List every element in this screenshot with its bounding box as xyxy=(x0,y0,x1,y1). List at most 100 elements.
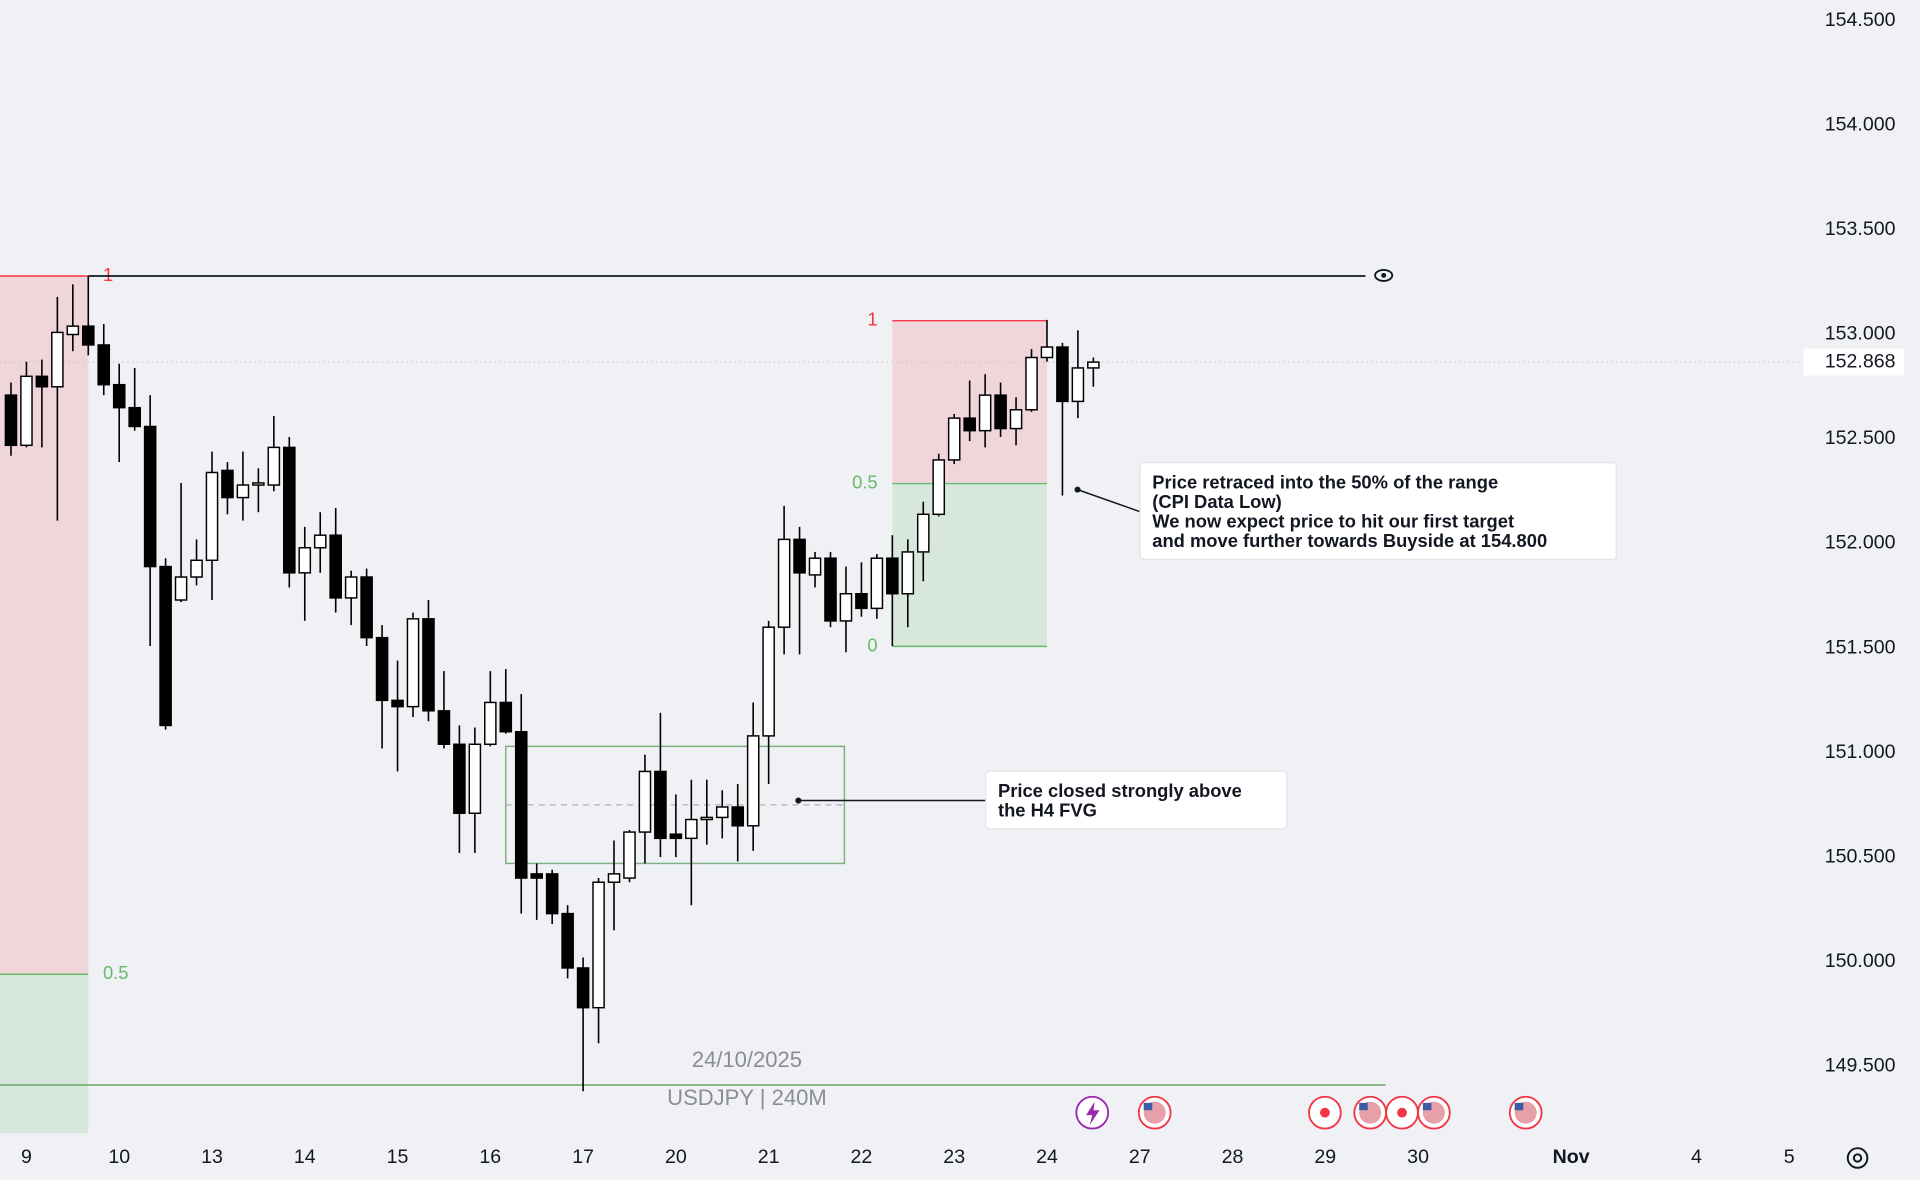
callout-text: (CPI Data Low) xyxy=(1152,491,1282,512)
candle-body xyxy=(623,831,636,879)
candle-body xyxy=(329,534,342,599)
candle-body xyxy=(1087,361,1100,369)
y-tick-label: 151.000 xyxy=(1825,741,1896,763)
x-tick-label: 17 xyxy=(572,1146,594,1168)
candle-body xyxy=(422,618,435,712)
y-tick-label: 153.000 xyxy=(1825,323,1896,345)
x-tick-label: 16 xyxy=(479,1146,501,1168)
y-tick-label: 154.500 xyxy=(1825,9,1896,31)
candle-body xyxy=(112,383,126,409)
candle-body xyxy=(576,967,590,1009)
candle-body xyxy=(391,699,404,708)
candle-body xyxy=(514,730,528,879)
candle-body xyxy=(808,557,822,576)
eye-icon[interactable] xyxy=(1374,268,1394,282)
price-label-box xyxy=(1803,348,1905,376)
candle-body xyxy=(499,701,513,733)
x-tick-label: 24 xyxy=(1036,1146,1058,1168)
x-tick-label: Nov xyxy=(1553,1146,1590,1168)
candle-body xyxy=(81,325,95,346)
callout-text: the H4 FVG xyxy=(998,799,1097,820)
event-icon[interactable] xyxy=(1075,1095,1110,1130)
candle-body xyxy=(592,881,605,1009)
event-icon[interactable] xyxy=(1353,1095,1388,1130)
candle-body xyxy=(654,770,667,840)
event-icon[interactable] xyxy=(1308,1095,1342,1130)
anchor-dot xyxy=(795,797,802,804)
candle-body xyxy=(236,484,250,499)
candle-body xyxy=(638,770,652,833)
candle-body xyxy=(886,557,899,595)
settings-icon[interactable] xyxy=(1846,1147,1869,1169)
x-tick-label: 10 xyxy=(108,1146,130,1168)
discount-zone xyxy=(0,974,89,1134)
candle-body xyxy=(221,469,234,499)
candle-body xyxy=(484,701,497,745)
candle-body xyxy=(252,482,265,486)
y-tick-label: 151.500 xyxy=(1825,636,1896,658)
candle-body xyxy=(174,576,188,601)
candle-body xyxy=(746,735,760,827)
candle-body xyxy=(932,459,946,516)
x-tick-label: 4 xyxy=(1691,1146,1702,1168)
candle-body xyxy=(545,873,559,915)
candle-body xyxy=(561,912,574,969)
x-tick-label: 21 xyxy=(758,1146,780,1168)
candle-body xyxy=(1009,409,1023,430)
candle-body xyxy=(731,806,745,827)
candle-body xyxy=(66,325,80,336)
candle-body xyxy=(700,816,714,821)
candle-body xyxy=(669,833,683,840)
candle-body xyxy=(901,551,915,595)
candle-body xyxy=(298,547,312,574)
candle-body xyxy=(824,557,837,622)
callout-box[interactable] xyxy=(1139,462,1617,561)
candle-body xyxy=(947,417,961,461)
y-tick-label: 150.500 xyxy=(1825,845,1896,867)
candle-body xyxy=(437,710,451,745)
fib-label: 1 xyxy=(867,309,877,330)
x-tick-label: 15 xyxy=(387,1146,409,1168)
candles xyxy=(4,275,1100,1092)
candle-body xyxy=(406,618,420,708)
candle-body xyxy=(963,417,976,432)
candle-body xyxy=(530,873,544,879)
drawings: 1 0.5 1 0.5 0 xyxy=(0,264,1800,1134)
candle-body xyxy=(4,394,18,447)
candle-body xyxy=(344,576,358,599)
candle-body xyxy=(375,636,389,702)
x-tick-label: 23 xyxy=(943,1146,965,1168)
fib-label: 0 xyxy=(867,634,877,655)
axes: 149.500 150.000 150.500 151.000 151.500 152.0… xyxy=(21,9,1905,1168)
candle-body xyxy=(51,331,64,388)
x-tick-label: 20 xyxy=(665,1146,687,1168)
callout-text: We now expect price to hit our first tar… xyxy=(1152,511,1514,532)
candle-body xyxy=(159,565,172,727)
candle-body xyxy=(360,576,373,639)
candle-body xyxy=(839,593,853,622)
x-tick-label: 14 xyxy=(294,1146,316,1168)
y-tick-label: 149.500 xyxy=(1825,1054,1896,1076)
x-tick-label: 9 xyxy=(21,1146,32,1168)
y-tick-label: 154.000 xyxy=(1825,114,1896,136)
candle-body xyxy=(468,743,482,814)
event-icon[interactable] xyxy=(1508,1095,1543,1130)
event-icon[interactable] xyxy=(1417,1095,1451,1130)
candle-body xyxy=(128,406,141,428)
symbol-watermark: USDJPY | 240M xyxy=(667,1085,827,1110)
callout-text: and move further towards Buyside at 154.… xyxy=(1152,530,1547,551)
y-tick-label: 152.000 xyxy=(1825,532,1896,554)
candle-body xyxy=(762,626,775,737)
candle-body xyxy=(793,538,806,574)
callout-box[interactable] xyxy=(985,770,1288,830)
event-icon[interactable] xyxy=(1137,1095,1172,1130)
candle-body xyxy=(1040,346,1054,359)
y-tick-label: 153.500 xyxy=(1825,218,1896,240)
event-icon[interactable] xyxy=(1385,1095,1419,1130)
x-tick-label: 29 xyxy=(1314,1146,1336,1168)
price-label: 152.868 xyxy=(1825,350,1896,372)
candle-body xyxy=(267,446,281,486)
callout-text: Price closed strongly above xyxy=(998,780,1242,801)
candle-body xyxy=(97,344,111,386)
